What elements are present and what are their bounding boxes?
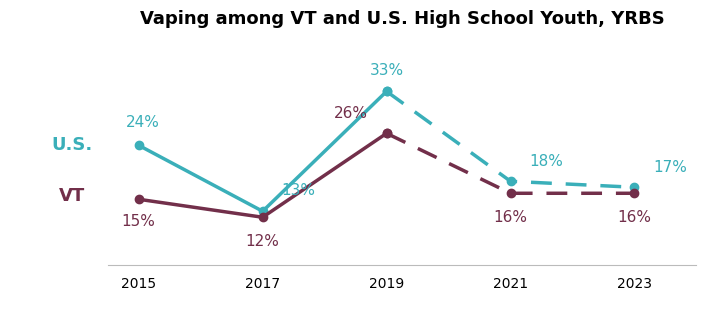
Text: 17%: 17%	[653, 160, 687, 175]
Text: 18%: 18%	[529, 154, 563, 169]
Title: Vaping among VT and U.S. High School Youth, YRBS: Vaping among VT and U.S. High School You…	[140, 10, 664, 27]
Text: VT: VT	[59, 187, 85, 205]
Text: 12%: 12%	[246, 234, 279, 249]
Text: 13%: 13%	[281, 183, 315, 198]
Text: U.S.: U.S.	[51, 136, 93, 154]
Text: 26%: 26%	[334, 106, 368, 121]
Text: 15%: 15%	[122, 214, 156, 229]
Text: 16%: 16%	[493, 210, 528, 225]
Text: 24%: 24%	[126, 115, 160, 130]
Text: 16%: 16%	[617, 210, 651, 225]
Text: 33%: 33%	[370, 63, 404, 78]
